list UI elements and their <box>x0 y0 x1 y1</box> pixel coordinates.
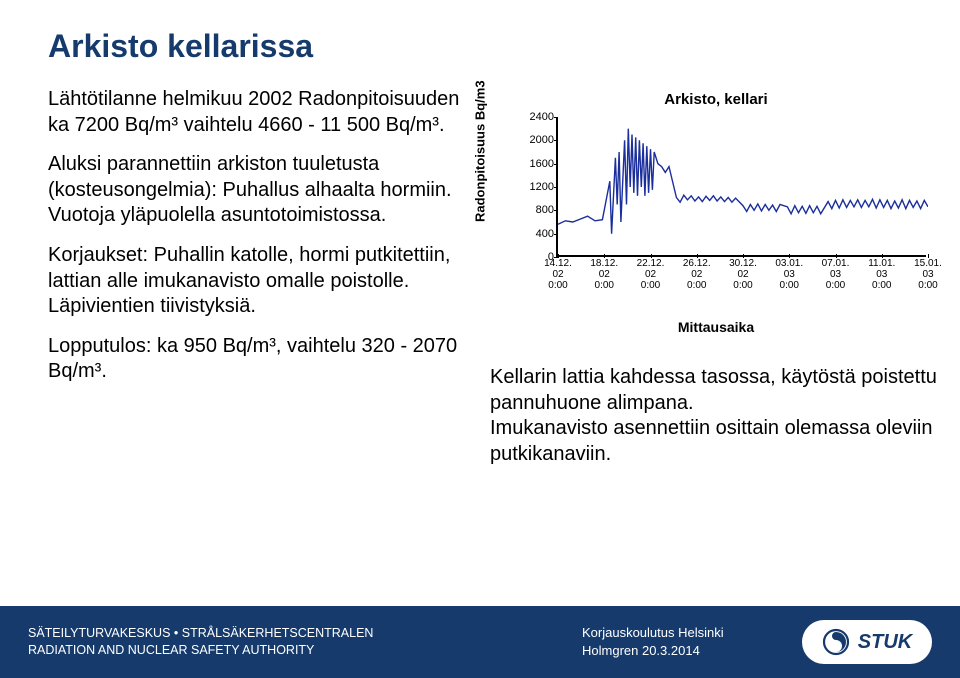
stuk-swirl-icon <box>822 628 850 656</box>
xtick: 03.01.030:00 <box>767 255 811 291</box>
footer-org: SÄTEILYTURVAKESKUS • STRÅLSÄKERHETSCENTR… <box>28 625 582 659</box>
org-en: RADIATION AND NUCLEAR SAFETY AUTHORITY <box>28 643 314 657</box>
chart-ylabel: Radonpitoisuus Bq/m3 <box>473 80 488 222</box>
xtick: 22.12.020:00 <box>629 255 673 291</box>
xtick: 07.01.030:00 <box>814 255 858 291</box>
para-1: Lähtötilanne helmikuu 2002 Radonpitoisuu… <box>48 87 468 138</box>
footer-mid2: Holmgren 20.3.2014 <box>582 643 700 658</box>
footer-mid: Korjauskoulutus Helsinki Holmgren 20.3.2… <box>582 624 802 659</box>
para-2: Aluksi parannettiin arkiston tuuletusta … <box>48 152 468 229</box>
footer-bar: SÄTEILYTURVAKESKUS • STRÅLSÄKERHETSCENTR… <box>0 606 960 678</box>
stuk-logo: STUK <box>802 620 932 664</box>
para-4: Lopputulos: ka 950 Bq/m³, vaihtelu 320 -… <box>48 334 468 385</box>
footer-mid1: Korjauskoulutus Helsinki <box>582 625 724 640</box>
left-column: Lähtötilanne helmikuu 2002 Radonpitoisuu… <box>48 87 468 467</box>
radon-chart: Arkisto, kellari Radonpitoisuus Bq/m3 04… <box>486 87 946 357</box>
stuk-text: STUK <box>858 631 912 654</box>
chart-xlabel: Mittausaika <box>486 319 946 335</box>
chart-line <box>558 117 928 257</box>
xtick: 18.12.020:00 <box>582 255 626 291</box>
chart-title: Arkisto, kellari <box>486 91 946 108</box>
slide-title: Arkisto kellarissa <box>48 28 912 65</box>
xtick: 30.12.020:00 <box>721 255 765 291</box>
right-column: Arkisto, kellari Radonpitoisuus Bq/m3 04… <box>486 87 946 467</box>
xtick: 14.12.020:00 <box>536 255 580 291</box>
chart-plot-area: 0400800120016002000240014.12.020:0018.12… <box>556 117 926 257</box>
xtick: 11.01.030:00 <box>860 255 904 291</box>
xtick: 15.01.030:00 <box>906 255 950 291</box>
org-sv: STRÅLSÄKERHETSCENTRALEN <box>182 626 374 640</box>
org-fi: SÄTEILYTURVAKESKUS <box>28 626 170 640</box>
para-3: Korjaukset: Puhallin katolle, hormi putk… <box>48 243 468 320</box>
xtick: 26.12.020:00 <box>675 255 719 291</box>
right-text: Kellarin lattia kahdessa tasossa, käytös… <box>486 365 946 467</box>
